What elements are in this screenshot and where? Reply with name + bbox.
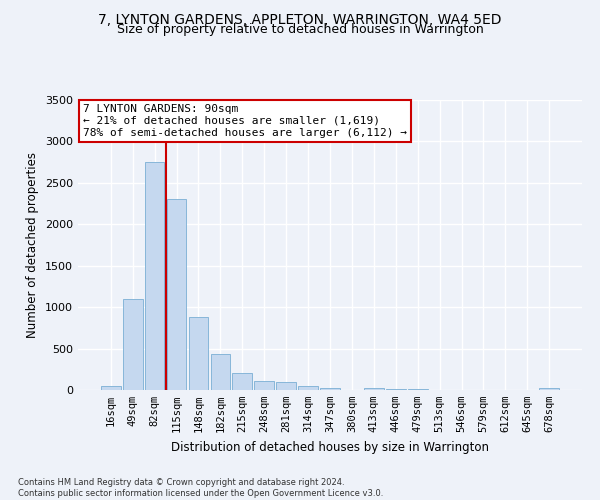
Bar [211,354,230,390]
Bar [145,162,164,390]
Bar [101,386,121,390]
Y-axis label: Number of detached properties: Number of detached properties [26,152,40,338]
Bar [167,200,187,390]
X-axis label: Distribution of detached houses by size in Warrington: Distribution of detached houses by size … [171,440,489,454]
Text: Contains HM Land Registry data © Crown copyright and database right 2024.
Contai: Contains HM Land Registry data © Crown c… [18,478,383,498]
Bar [539,388,559,390]
Bar [254,382,274,390]
Bar [364,388,384,390]
Bar [298,386,318,390]
Bar [386,389,406,390]
Text: 7, LYNTON GARDENS, APPLETON, WARRINGTON, WA4 5ED: 7, LYNTON GARDENS, APPLETON, WARRINGTON,… [98,12,502,26]
Text: Size of property relative to detached houses in Warrington: Size of property relative to detached ho… [116,22,484,36]
Bar [123,299,143,390]
Bar [408,389,428,390]
Bar [320,388,340,390]
Bar [276,382,296,390]
Bar [232,372,252,390]
Text: 7 LYNTON GARDENS: 90sqm
← 21% of detached houses are smaller (1,619)
78% of semi: 7 LYNTON GARDENS: 90sqm ← 21% of detache… [83,104,407,138]
Bar [188,317,208,390]
